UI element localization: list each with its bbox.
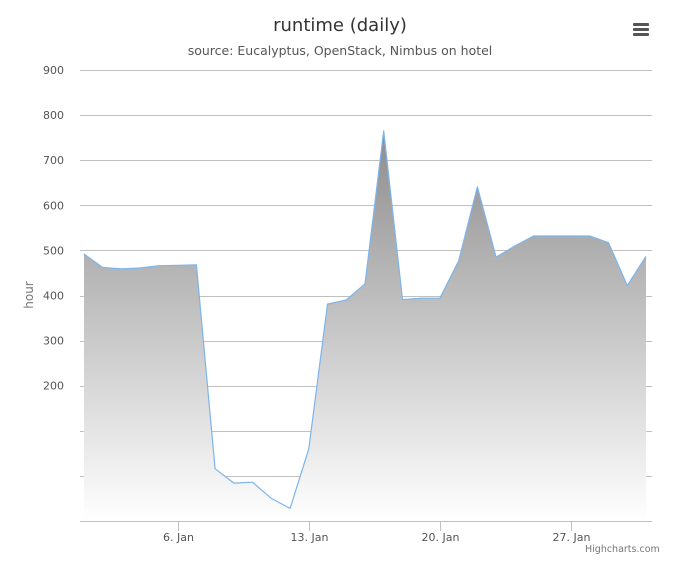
x-axis-labels: 6. Jan 13. Jan 20. Jan 27. Jan	[163, 531, 590, 544]
y-tick-label: 600	[43, 199, 64, 212]
data-point[interactable]	[607, 242, 609, 244]
data-point[interactable]	[270, 497, 272, 499]
data-point[interactable]	[214, 468, 216, 470]
y-axis-title: hour	[22, 281, 36, 309]
data-point[interactable]	[495, 256, 497, 258]
data-point[interactable]	[645, 255, 647, 257]
data-point[interactable]	[289, 507, 291, 509]
data-point[interactable]	[439, 297, 441, 299]
data-point[interactable]	[420, 297, 422, 299]
x-axis	[80, 521, 652, 531]
series-line[interactable]	[83, 130, 647, 509]
y-tick-label: 200	[43, 380, 64, 393]
y-tick-label: 500	[43, 244, 64, 257]
data-point[interactable]	[364, 283, 366, 285]
credits-link[interactable]: Highcharts.com	[585, 544, 660, 555]
area-fill	[84, 130, 646, 521]
data-point[interactable]	[570, 235, 572, 237]
data-point[interactable]	[551, 235, 553, 237]
data-point[interactable]	[532, 235, 534, 237]
data-point[interactable]	[102, 266, 104, 268]
chart-subtitle: source: Eucalyptus, OpenStack, Nimbus on…	[187, 43, 493, 58]
data-point[interactable]	[589, 235, 591, 237]
x-tick-label: 13. Jan	[291, 531, 329, 544]
data-point[interactable]	[383, 130, 385, 132]
data-point[interactable]	[514, 245, 516, 247]
y-tick-label: 900	[43, 64, 64, 77]
data-point[interactable]	[401, 298, 403, 300]
x-tick-label: 27. Jan	[553, 531, 591, 544]
data-point[interactable]	[233, 482, 235, 484]
data-point[interactable]	[458, 260, 460, 262]
x-tick-label: 20. Jan	[422, 531, 460, 544]
data-point[interactable]	[177, 264, 179, 266]
series-runtime	[83, 130, 647, 521]
y-axis-labels: 200 300 400 500 600 700 800 900	[43, 64, 64, 393]
y-tick-label: 800	[43, 109, 64, 122]
data-point[interactable]	[476, 186, 478, 188]
data-point[interactable]	[251, 481, 253, 483]
y-tick-label: 700	[43, 154, 64, 167]
y-tick-label: 300	[43, 335, 64, 348]
chart-menu-button[interactable]	[628, 16, 654, 42]
data-point[interactable]	[195, 264, 197, 266]
data-point[interactable]	[326, 303, 328, 305]
data-point[interactable]	[139, 267, 141, 269]
data-point[interactable]	[308, 448, 310, 450]
chart-title: runtime (daily)	[273, 15, 407, 36]
y-tick-label: 400	[43, 290, 64, 303]
data-point[interactable]	[158, 265, 160, 267]
data-point[interactable]	[345, 299, 347, 301]
x-tick-label: 6. Jan	[163, 531, 194, 544]
data-point[interactable]	[626, 284, 628, 286]
data-point[interactable]	[120, 268, 122, 270]
data-point[interactable]	[83, 253, 85, 255]
